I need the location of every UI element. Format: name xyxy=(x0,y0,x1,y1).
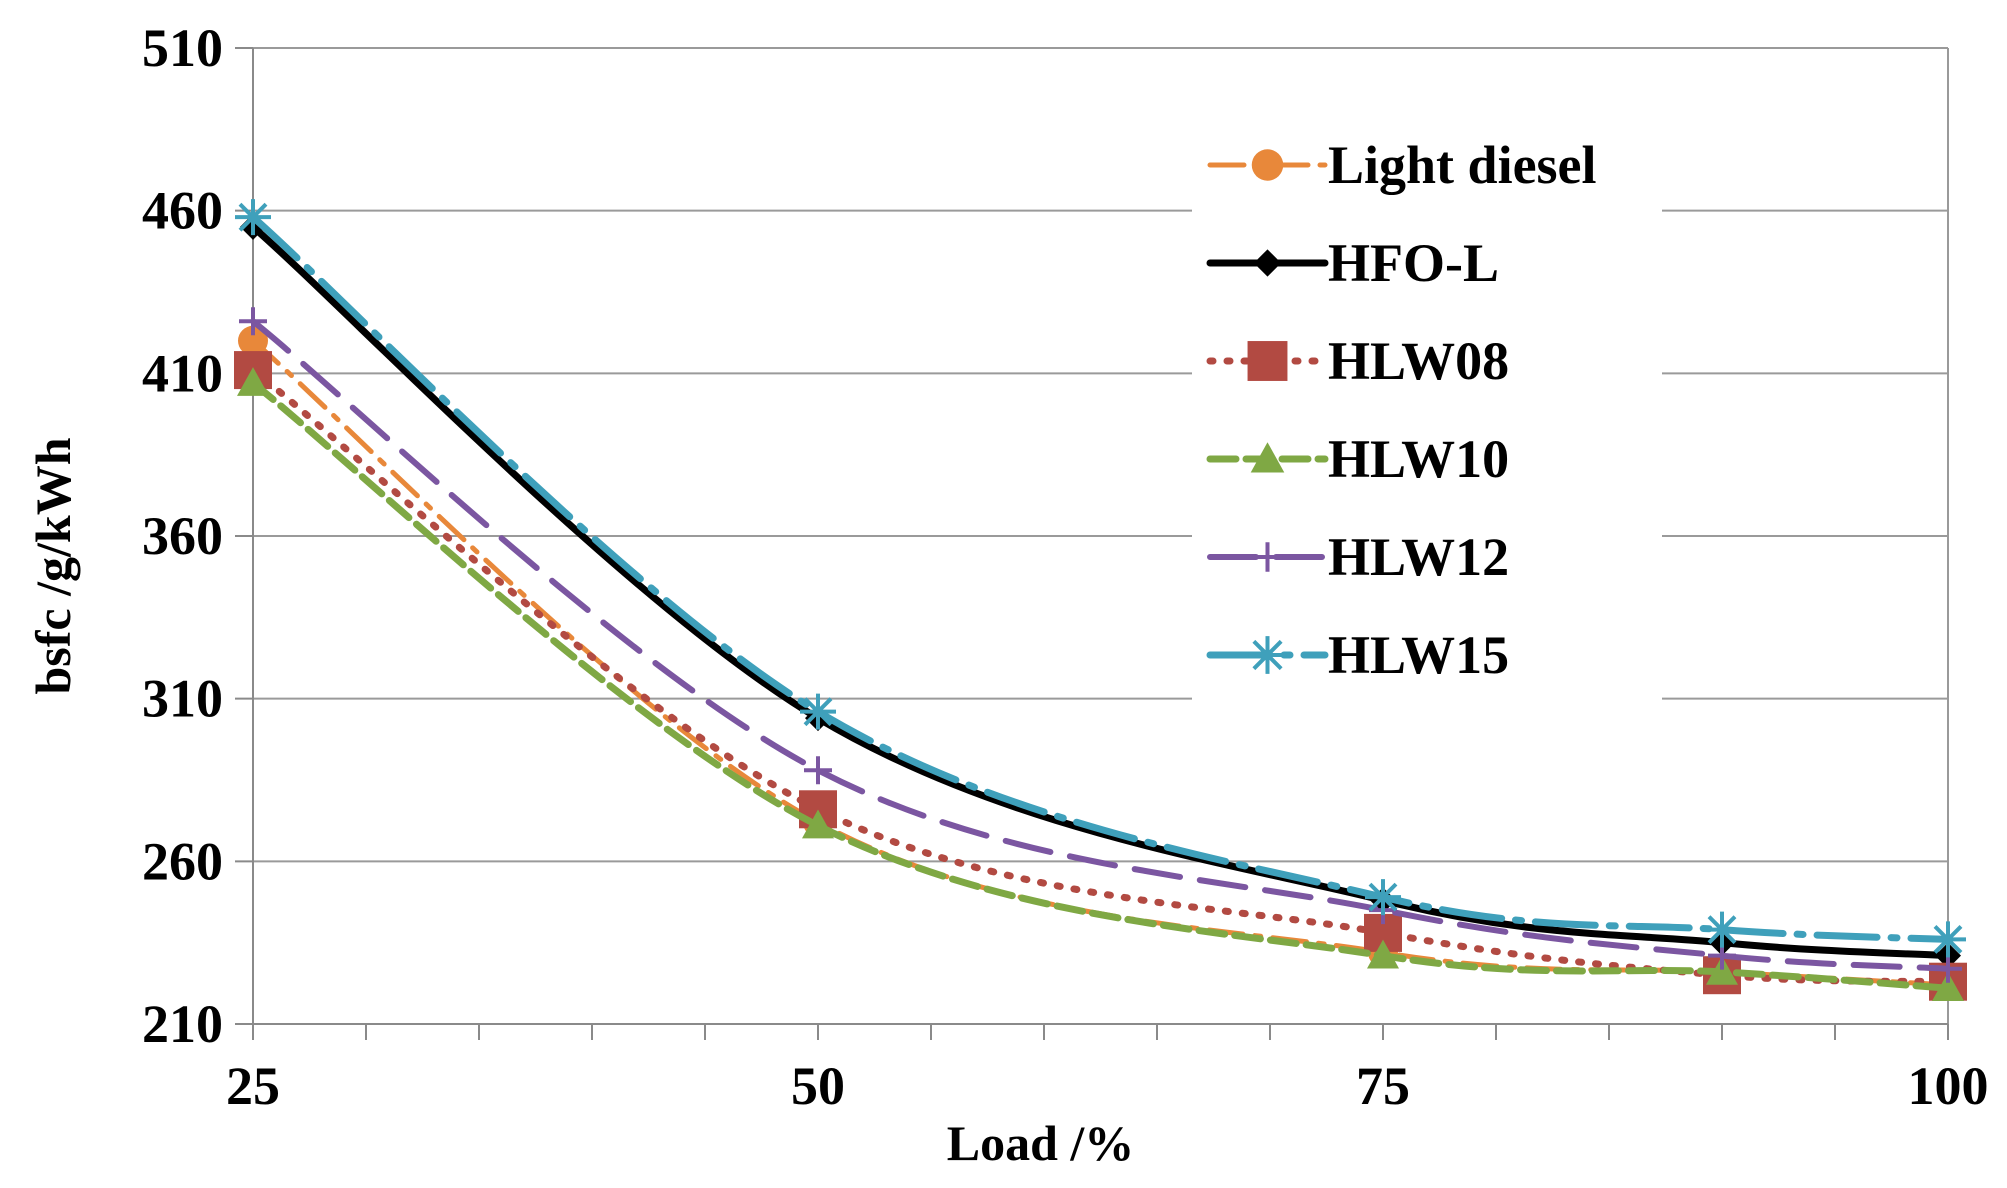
data-point-hlw10 xyxy=(1706,955,1738,985)
legend-label-hfo-l: HFO-L xyxy=(1328,233,1499,293)
legend-box xyxy=(1192,110,1662,700)
grid-layer xyxy=(253,47,1949,1025)
legend-item-hlw08: HLW08 xyxy=(1206,331,1509,391)
legend: Light diesel HFO-L HLW08 HLW10 HLW12 HLW15 xyxy=(1192,110,1662,700)
y-tick-label: 410 xyxy=(142,343,223,403)
series-hlw12 xyxy=(239,307,1962,983)
legend-item-hlw15: HLW15 xyxy=(1206,625,1509,685)
y-tick-label: 460 xyxy=(142,181,223,241)
series-line-hlw12 xyxy=(250,318,1951,972)
series-light-diesel xyxy=(238,325,1963,1000)
series-line-light-diesel xyxy=(250,338,1951,988)
data-point-hlw15 xyxy=(235,199,271,236)
series-hlw10 xyxy=(237,367,1964,1002)
data-point-hlw10 xyxy=(802,809,834,839)
data-point-hlw15 xyxy=(1704,911,1740,948)
label-layer: Load /% bsfc /g/kWh xyxy=(25,437,1134,1171)
y-tick-label: 510 xyxy=(142,18,223,78)
data-point-hlw12 xyxy=(804,756,832,785)
legend-marker-hlw12 xyxy=(1252,542,1283,572)
legend-marker-hlw15 xyxy=(1248,636,1287,674)
legend-label-hlw15: HLW15 xyxy=(1328,625,1509,685)
y-tick-label: 260 xyxy=(142,831,223,891)
data-point-hlw15 xyxy=(1365,879,1401,916)
legend-item-hlw10: HLW10 xyxy=(1206,429,1509,489)
series-hlw15 xyxy=(235,199,1966,958)
data-point-hlw12 xyxy=(1934,954,1962,983)
legend-label-hlw08: HLW08 xyxy=(1328,331,1509,391)
series-line-hfo-l xyxy=(249,223,1952,960)
axis-layer: 210 260 310 360 410 460 510 25 50 75 100 xyxy=(142,18,1989,1116)
legend-label-light-diesel: Light diesel xyxy=(1328,135,1597,195)
y-tick-label: 210 xyxy=(142,994,223,1054)
data-point-hlw15 xyxy=(800,693,836,730)
data-point-hlw12 xyxy=(239,307,267,336)
data-point-hlw10 xyxy=(1367,939,1399,969)
y-axis-title: bsfc /g/kWh xyxy=(25,437,81,694)
y-tick-label: 360 xyxy=(142,506,223,566)
x-tick-label: 25 xyxy=(226,1056,280,1116)
x-tick-label: 50 xyxy=(791,1056,845,1116)
legend-marker-hfo-l xyxy=(1253,249,1282,277)
legend-marker-hlw08 xyxy=(1247,341,1288,381)
x-tick-label: 100 xyxy=(1908,1056,1989,1116)
series-layer xyxy=(234,199,1967,1002)
legend-item-hlw12: HLW12 xyxy=(1207,527,1509,587)
legend-label-hlw12: HLW12 xyxy=(1328,527,1509,587)
data-point-hlw15 xyxy=(1930,921,1966,958)
series-line-hlw10 xyxy=(249,379,1952,992)
series-line-hlw08 xyxy=(249,366,1952,986)
data-point-hlw10 xyxy=(1932,972,1964,1002)
legend-item-hfo-l: HFO-L xyxy=(1206,233,1499,293)
y-tick-label: 310 xyxy=(142,669,223,729)
legend-marker-hlw10 xyxy=(1250,442,1285,473)
x-axis-title: Load /% xyxy=(947,1115,1135,1171)
legend-label-hlw10: HLW10 xyxy=(1328,429,1509,489)
data-point-hlw10 xyxy=(237,367,269,396)
x-tick-label: 75 xyxy=(1356,1056,1410,1116)
legend-marker-light-diesel xyxy=(1251,149,1284,181)
data-point-light-diesel xyxy=(238,325,268,356)
legend-item-light-diesel: Light diesel xyxy=(1207,135,1597,195)
